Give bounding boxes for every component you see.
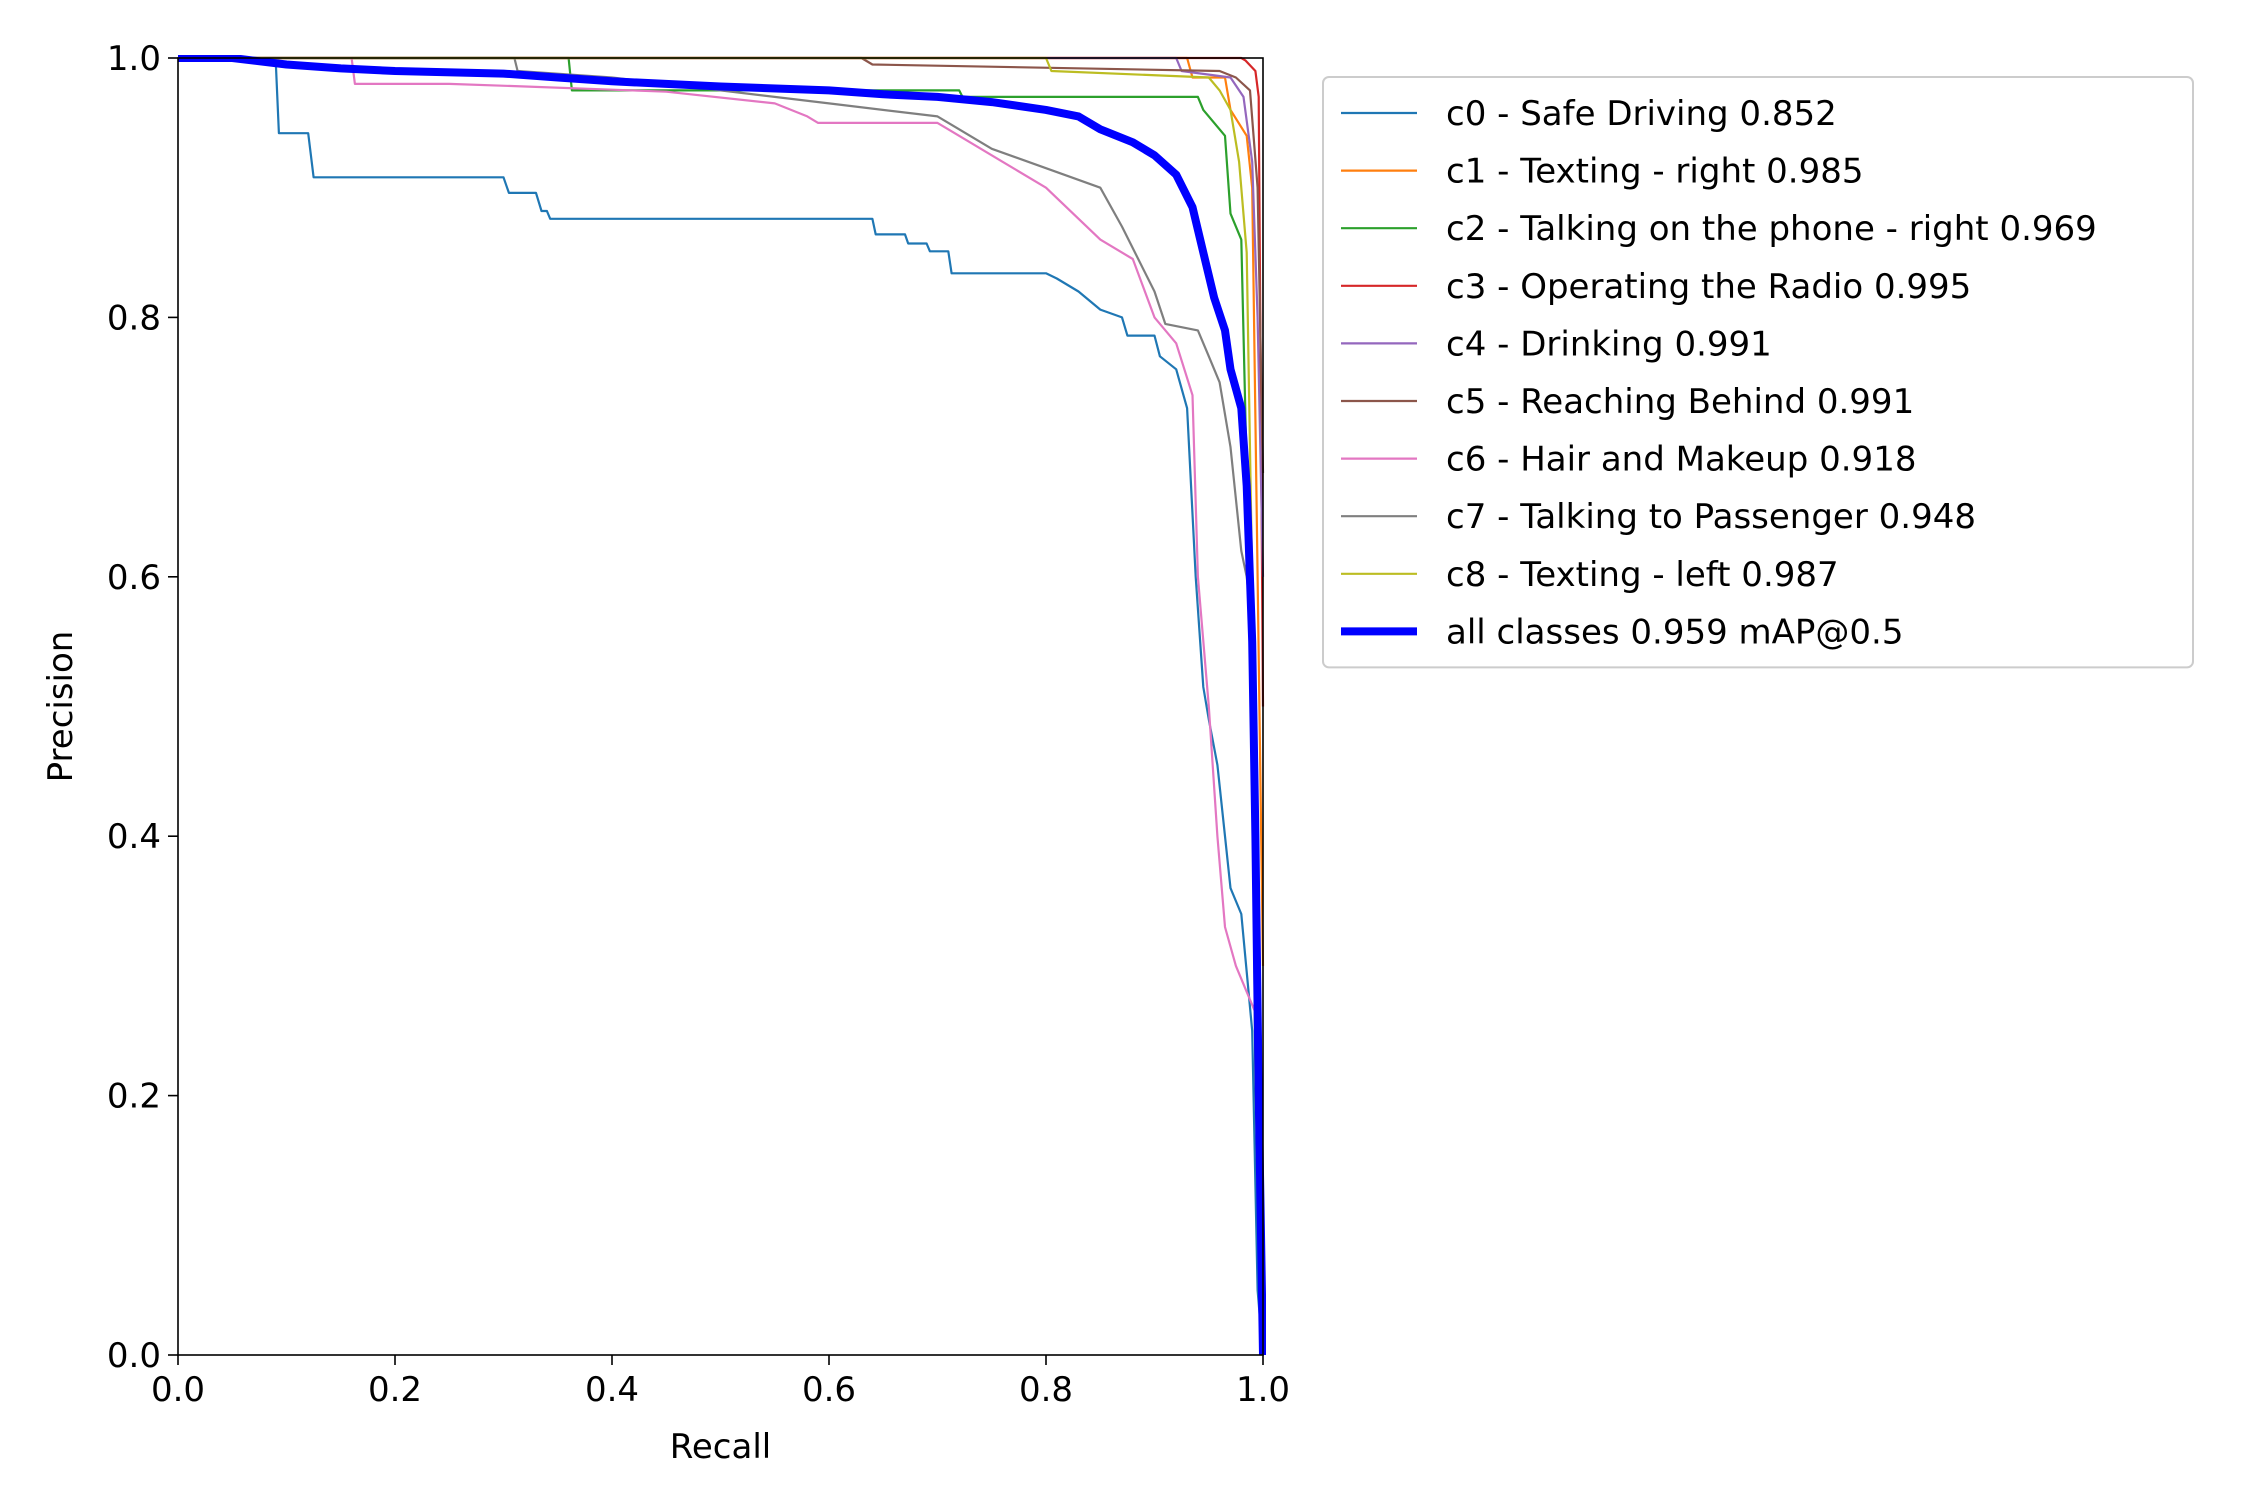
legend-label: all classes 0.959 mAP@0.5 [1446, 612, 1903, 652]
x-axis-label: Recall [670, 1427, 771, 1467]
legend: c0 - Safe Driving 0.852 c1 - Texting - ri… [1322, 76, 2194, 669]
x-axis: 0.0 0.2 0.4 0.6 0.8 1.0 [151, 1355, 1290, 1410]
x-tick-label: 0.8 [1019, 1370, 1073, 1410]
legend-label: c2 - Talking on the phone - right 0.969 [1446, 209, 2097, 249]
series-line-all-classes [178, 55, 1266, 1355]
y-tick-label: 0.6 [107, 558, 161, 598]
series-line-c1 [178, 56, 1265, 966]
legend-entry: all classes 0.959 mAP@0.5 [1341, 612, 1903, 652]
x-tick-label: 0.0 [151, 1370, 205, 1410]
series-line-c7 [178, 56, 1265, 1355]
x-tick-label: 0.4 [585, 1370, 639, 1410]
legend-entry: c2 - Talking on the phone - right 0.969 [1341, 209, 2097, 249]
legend-box [1322, 76, 2194, 669]
y-axis: 0.0 0.2 0.4 0.6 0.8 1.0 [107, 39, 178, 1376]
series-line-c5 [178, 56, 1265, 474]
plot-lines [178, 55, 1266, 1355]
y-tick-label: 0.2 [107, 1077, 161, 1117]
legend-label: c8 - Texting - left 0.987 [1446, 555, 1839, 595]
legend-entry: c4 - Drinking 0.991 [1341, 324, 1772, 364]
series-line-c2 [178, 56, 1265, 1355]
series-line-c6 [178, 56, 1265, 1355]
x-tick-label: 1.0 [1236, 1370, 1290, 1410]
legend-entry: c3 - Operating the Radio 0.995 [1341, 267, 1971, 307]
y-tick-label: 1.0 [107, 39, 161, 79]
y-tick-label: 0.0 [107, 1336, 161, 1376]
y-tick-label: 0.4 [107, 817, 161, 857]
series-line-c4 [178, 56, 1265, 577]
legend-entry: c6 - Hair and Makeup 0.918 [1341, 440, 1916, 480]
legend-entry: c1 - Texting - right 0.985 [1341, 152, 1863, 192]
legend-label: c5 - Reaching Behind 0.991 [1446, 382, 1914, 422]
legend-entry: c0 - Safe Driving 0.852 [1341, 94, 1837, 134]
legend-label: c0 - Safe Driving 0.852 [1446, 94, 1837, 134]
legend-label: c7 - Talking to Passenger 0.948 [1446, 497, 1976, 537]
plot-frame [177, 57, 1264, 1356]
series-line-c8 [178, 56, 1265, 1226]
x-tick-label: 0.6 [802, 1370, 856, 1410]
legend-entry: c5 - Reaching Behind 0.991 [1341, 382, 1914, 422]
legend-label: c6 - Hair and Makeup 0.918 [1446, 440, 1916, 480]
legend-label: c3 - Operating the Radio 0.995 [1446, 267, 1971, 307]
series-line-c3 [178, 56, 1265, 707]
legend-label: c4 - Drinking 0.991 [1446, 324, 1772, 364]
x-tick-label: 0.2 [368, 1370, 422, 1410]
legend-entry: c7 - Talking to Passenger 0.948 [1341, 497, 1976, 537]
legend-label: c1 - Texting - right 0.985 [1446, 152, 1863, 192]
y-tick-label: 0.8 [107, 298, 161, 338]
series-line-c0 [178, 56, 1265, 1355]
legend-entry: c8 - Texting - left 0.987 [1341, 555, 1839, 595]
y-axis-label: Precision [41, 631, 81, 783]
